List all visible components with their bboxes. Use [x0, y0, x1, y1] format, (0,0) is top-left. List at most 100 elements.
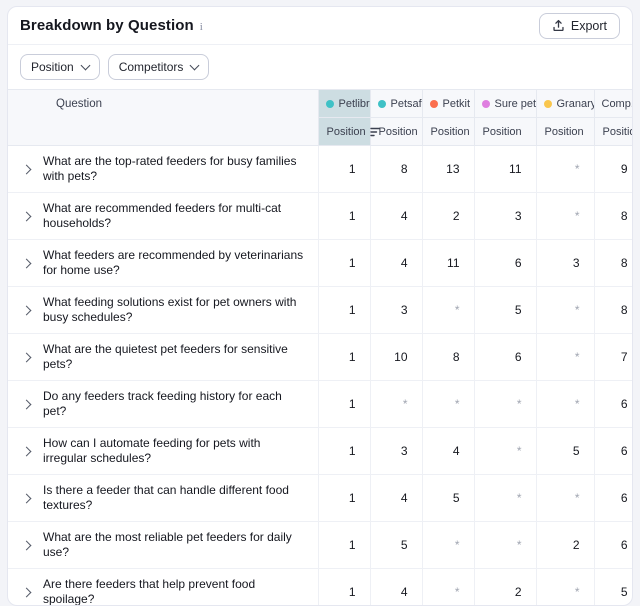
export-label: Export: [571, 19, 607, 33]
panel-header: Breakdown by Question i Export: [8, 7, 632, 45]
position-value-cell: 3: [474, 193, 536, 240]
question-cell: How can I automate feeding for pets with…: [8, 428, 318, 475]
no-data-asterisk: *: [575, 303, 580, 317]
question-cell: Do any feeders track feeding history for…: [8, 381, 318, 428]
position-value-cell: 1: [318, 475, 370, 522]
position-subheader-petsafe[interactable]: Position: [370, 118, 422, 146]
brand-name-label: Petlibro: [339, 98, 370, 110]
position-value-cell: 9: [594, 146, 632, 193]
position-value-cell: 4: [370, 240, 422, 287]
no-data-asterisk: *: [575, 162, 580, 176]
column-header-granary: Granary: [536, 90, 594, 118]
position-value-cell: 1: [318, 240, 370, 287]
position-value-cell: 4: [370, 475, 422, 522]
position-value-cell: *: [474, 381, 536, 428]
position-value-cell: *: [536, 287, 594, 334]
position-subheader-sure-petcare[interactable]: Position: [474, 118, 536, 146]
question-row: What are the top-rated feeders for busy …: [8, 146, 632, 193]
info-icon[interactable]: i: [200, 21, 203, 33]
position-value-cell: 5: [370, 522, 422, 569]
no-data-asterisk: *: [575, 397, 580, 411]
position-value-cell: 4: [370, 569, 422, 606]
position-value-cell: *: [422, 287, 474, 334]
question-cell: What are the most reliable pet feeders f…: [8, 522, 318, 569]
position-value-cell: *: [536, 475, 594, 522]
expand-row-chevron-icon[interactable]: [18, 538, 36, 552]
brand-name-label: Petkit: [443, 98, 471, 110]
position-label: Position: [379, 126, 418, 138]
expand-row-chevron-icon[interactable]: [18, 444, 36, 458]
question-row: Are there feeders that help prevent food…: [8, 569, 632, 606]
position-filter-label: Position: [31, 60, 74, 74]
position-value-cell: 1: [318, 287, 370, 334]
question-row: What feeders are recommended by veterina…: [8, 240, 632, 287]
position-subheader-petlibro[interactable]: Position: [318, 118, 370, 146]
position-value-cell: 5: [422, 475, 474, 522]
breakdown-table-wrap: Question PetlibroPetsafePetkitSure petca…: [8, 89, 632, 606]
brand-name-label: Petsafe: [391, 98, 422, 110]
position-value-cell: 2: [474, 569, 536, 606]
position-label: Position: [327, 126, 366, 138]
title-wrap: Breakdown by Question i: [20, 17, 203, 34]
position-value-cell: 5: [474, 287, 536, 334]
expand-row-chevron-icon[interactable]: [18, 256, 36, 270]
export-button[interactable]: Export: [539, 13, 620, 39]
expand-row-chevron-icon[interactable]: [18, 209, 36, 223]
position-label: Position: [431, 126, 470, 138]
filter-toolbar: Position Competitors: [8, 45, 632, 89]
position-value-cell: 3: [370, 287, 422, 334]
position-value-cell: 5: [594, 569, 632, 606]
position-value-cell: 5: [536, 428, 594, 475]
expand-row-chevron-icon[interactable]: [18, 585, 36, 599]
position-value-cell: *: [422, 381, 474, 428]
position-value-cell: *: [536, 146, 594, 193]
no-data-asterisk: *: [575, 585, 580, 599]
question-cell: Are there feeders that help prevent food…: [8, 569, 318, 606]
question-text: What feeders are recommended by veterina…: [43, 248, 308, 278]
brand-color-dot: [544, 100, 552, 108]
position-subheader-comp[interactable]: Position: [594, 118, 632, 146]
position-subheader-granary[interactable]: Position: [536, 118, 594, 146]
brand-color-dot: [378, 100, 386, 108]
expand-row-chevron-icon[interactable]: [18, 397, 36, 411]
position-value-cell: 8: [370, 146, 422, 193]
expand-row-chevron-icon[interactable]: [18, 303, 36, 317]
no-data-asterisk: *: [403, 397, 408, 411]
question-row: What are the most reliable pet feeders f…: [8, 522, 632, 569]
position-value-cell: *: [474, 475, 536, 522]
position-value-cell: 1: [318, 522, 370, 569]
expand-row-chevron-icon[interactable]: [18, 162, 36, 176]
brand-name-label: Granary: [557, 98, 594, 110]
no-data-asterisk: *: [517, 444, 522, 458]
position-label: Position: [545, 126, 584, 138]
question-row: What are recommended feeders for multi-c…: [8, 193, 632, 240]
position-value-cell: *: [370, 381, 422, 428]
position-value-cell: 6: [474, 240, 536, 287]
question-text: What are recommended feeders for multi-c…: [43, 201, 308, 231]
column-header-comp: Comp.: [594, 90, 632, 118]
position-label: Position: [483, 126, 522, 138]
brand-header-row: Question PetlibroPetsafePetkitSure petca…: [8, 90, 632, 118]
question-cell: What are the quietest pet feeders for se…: [8, 334, 318, 381]
position-value-cell: 1: [318, 193, 370, 240]
brand-color-dot: [326, 100, 334, 108]
no-data-asterisk: *: [517, 491, 522, 505]
position-filter-dropdown[interactable]: Position: [20, 54, 100, 80]
expand-row-chevron-icon[interactable]: [18, 491, 36, 505]
question-text: What are the top-rated feeders for busy …: [43, 154, 308, 184]
question-cell: What feeding solutions exist for pet own…: [8, 287, 318, 334]
position-value-cell: *: [474, 522, 536, 569]
position-value-cell: 1: [318, 381, 370, 428]
question-text: What are the most reliable pet feeders f…: [43, 530, 308, 560]
brand-name-label: Comp.: [602, 98, 633, 110]
position-value-cell: 6: [594, 428, 632, 475]
question-cell: What are the top-rated feeders for busy …: [8, 146, 318, 193]
question-row: What are the quietest pet feeders for se…: [8, 334, 632, 381]
position-value-cell: 8: [594, 240, 632, 287]
competitors-filter-dropdown[interactable]: Competitors: [108, 54, 210, 80]
position-value-cell: 11: [422, 240, 474, 287]
export-icon: [552, 19, 565, 32]
question-column-header: Question: [8, 90, 318, 146]
position-subheader-petkit[interactable]: Position: [422, 118, 474, 146]
expand-row-chevron-icon[interactable]: [18, 350, 36, 364]
